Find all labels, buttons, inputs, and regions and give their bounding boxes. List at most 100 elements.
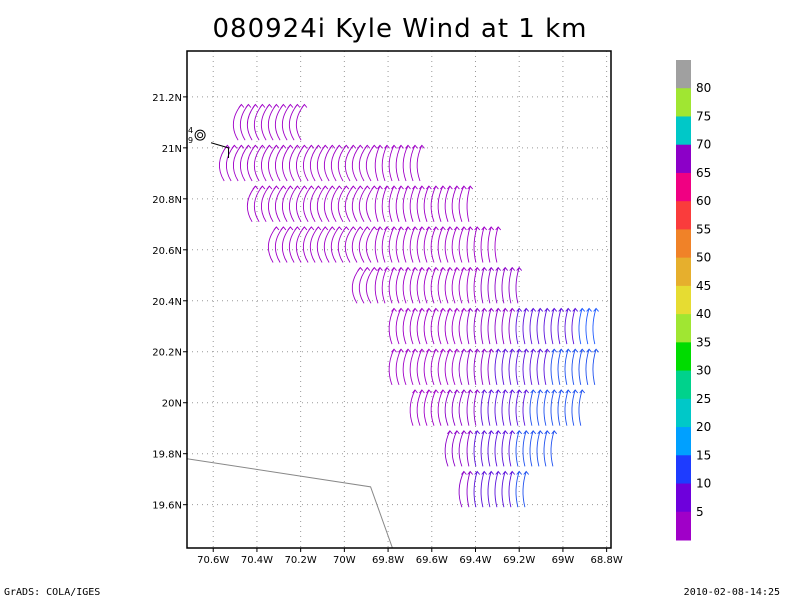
- wind-arrowhead: [287, 185, 294, 190]
- colorbar-swatch: [676, 257, 691, 287]
- wind-vector: [430, 185, 437, 222]
- wind-arrowhead: [572, 389, 579, 394]
- wind-arrowhead: [412, 266, 418, 271]
- x-tick-label: 69.8W: [372, 555, 404, 566]
- wind-vector: [480, 308, 485, 345]
- wind-arrowhead: [461, 389, 467, 394]
- wind-vector: [409, 389, 416, 426]
- y-tick-label: 20.6N: [152, 246, 182, 257]
- wind-vector: [381, 267, 388, 304]
- wind-arrowhead: [412, 185, 418, 190]
- wind-arrowhead: [419, 348, 425, 353]
- colorbar-swatch: [676, 285, 691, 315]
- wind-vector: [458, 430, 465, 467]
- wind-vector: [374, 267, 381, 304]
- wind-arrowhead: [495, 430, 502, 435]
- wind-arrowhead: [315, 144, 322, 149]
- wind-vector: [395, 349, 402, 386]
- wind-arrowhead: [322, 185, 329, 190]
- wind-vector: [381, 185, 388, 222]
- wind-arrowhead: [530, 389, 537, 394]
- wind-arrowhead: [447, 389, 453, 394]
- wind-vector: [451, 267, 458, 304]
- wind-vector: [402, 145, 409, 182]
- y-tick-label: 20.2N: [152, 348, 182, 359]
- wind-arrowhead: [551, 389, 558, 394]
- wind-arrowhead: [301, 226, 308, 231]
- wind-arrowhead: [440, 348, 446, 353]
- wind-vector: [487, 430, 492, 467]
- wind-arrowhead: [433, 226, 439, 231]
- wind-vector: [430, 267, 437, 304]
- x-tick-label: 69.6W: [416, 555, 448, 566]
- wind-arrowhead: [371, 266, 378, 271]
- wind-arrowhead: [371, 226, 378, 231]
- wind-arrowhead: [371, 144, 378, 149]
- colorbar-swatch: [676, 370, 691, 400]
- wind-arrowhead: [523, 307, 530, 312]
- wind-vector: [444, 226, 451, 263]
- y-tick-label: 19.8N: [152, 450, 182, 461]
- wind-arrowhead: [419, 226, 425, 231]
- wind-vector: [409, 185, 416, 222]
- wind-vector: [571, 308, 576, 345]
- wind-arrowhead: [509, 389, 516, 394]
- wind-vector: [365, 185, 375, 223]
- wind-arrowhead: [301, 144, 308, 149]
- colorbar-swatch: [676, 116, 691, 146]
- wind-arrowhead: [384, 266, 390, 271]
- wind-arrowhead: [551, 307, 558, 312]
- wind-vector: [437, 267, 444, 304]
- wind-vector: [564, 349, 569, 386]
- wind-arrowhead: [364, 185, 371, 190]
- wind-arrowhead: [315, 185, 322, 190]
- wind-vectors: [219, 103, 599, 508]
- wind-vector: [501, 349, 506, 386]
- wind-arrowhead: [315, 226, 322, 231]
- wind-arrowhead: [259, 185, 266, 190]
- wind-vector: [473, 267, 478, 304]
- wind-vector: [409, 145, 416, 182]
- wind-arrowhead: [301, 185, 308, 190]
- wind-arrowhead: [433, 389, 439, 394]
- wind-vector: [578, 389, 583, 426]
- wind-arrowhead: [474, 430, 481, 435]
- wind-vector: [430, 389, 437, 426]
- wind-vector: [423, 226, 430, 263]
- wind-arrowhead: [384, 226, 390, 231]
- wind-arrowhead: [287, 144, 294, 149]
- wind-arrowhead: [273, 144, 280, 149]
- wind-arrowhead: [481, 266, 488, 271]
- wind-arrowhead: [440, 266, 446, 271]
- wind-vector: [480, 430, 485, 467]
- wind-arrowhead: [461, 430, 467, 435]
- y-tick-label: 21.2N: [152, 93, 182, 104]
- wind-arrowhead: [488, 389, 495, 394]
- wind-arrowhead: [294, 144, 301, 149]
- wind-arrowhead: [419, 266, 425, 271]
- wind-vector: [451, 226, 458, 263]
- wind-vector: [494, 308, 499, 345]
- wind-arrowhead: [259, 144, 266, 149]
- wind-arrowhead: [467, 430, 474, 435]
- wind-arrowhead: [273, 185, 280, 190]
- wind-arrowhead: [231, 144, 238, 149]
- wind-arrowhead: [364, 266, 371, 271]
- wind-vector: [473, 471, 478, 508]
- wind-arrowhead: [467, 185, 474, 190]
- wind-arrowhead: [343, 185, 350, 190]
- wind-vector: [480, 471, 485, 508]
- wind-vector: [374, 145, 381, 182]
- wind-arrowhead: [433, 348, 439, 353]
- wind-arrowhead: [516, 348, 523, 353]
- wind-arrowhead: [454, 185, 460, 190]
- wind-arrowhead: [516, 470, 523, 475]
- wind-vector: [416, 185, 423, 222]
- wind-arrowhead: [544, 348, 551, 353]
- wind-vector: [536, 430, 541, 467]
- wind-vector: [444, 389, 451, 426]
- wind-vector: [444, 430, 451, 467]
- wind-vector: [480, 349, 485, 386]
- wind-vector: [402, 308, 409, 345]
- coastline: [187, 458, 393, 548]
